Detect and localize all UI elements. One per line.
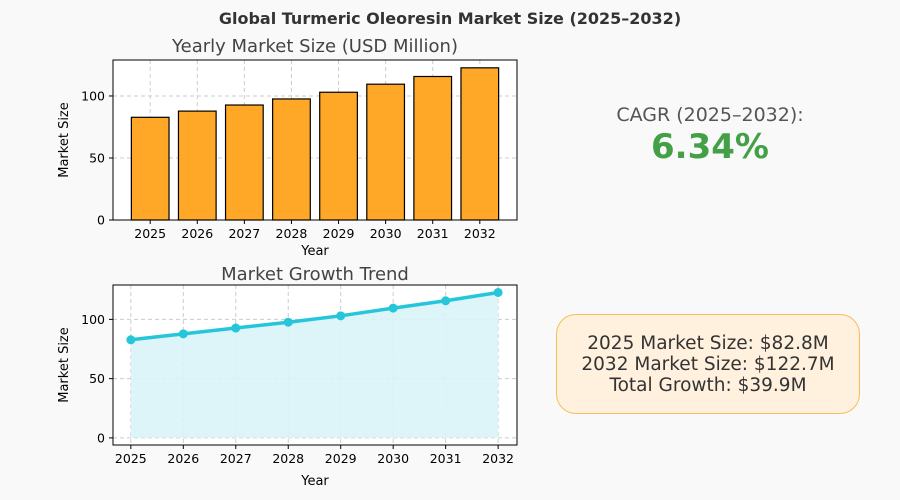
cagr-value: 6.34% [651,127,769,167]
point-2025 [126,335,136,345]
line-chart-xlabel: Year [300,474,329,489]
bar-chart-x-tick-label: 2029 [323,226,355,241]
bar-chart-y-tick-label: 0 [97,213,105,228]
figure-title: Global Turmeric Oleoresin Market Size (2… [219,9,681,28]
summary-growth: Total Growth: $39.9M [609,374,807,396]
bar-chart-y-tick-label: 50 [89,150,105,165]
bar-2025 [130,116,170,221]
bar-chart-xlabel: Year [300,244,329,259]
summary-box: 2025 Market Size: $82.8M 2032 Market Siz… [556,314,860,414]
line-chart-x-tick-label: 2028 [272,451,304,466]
bar-chart-frame [112,59,518,221]
point-2028 [283,317,293,327]
bar-chart-x-tick-label: 2025 [134,226,166,241]
line-chart-y-tick-label: 100 [81,312,105,327]
bar-chart: Yearly Market Size (USD Million) Year Ma… [57,36,518,259]
line-chart-x-tick-label: 2027 [220,451,252,466]
bar-2027 [224,104,264,221]
line-chart-x-tick-label: 2025 [115,451,147,466]
bar-chart-x-tick-label: 2031 [417,226,449,241]
point-2031 [441,296,451,306]
line-chart-x-tick-label: 2029 [325,451,357,466]
bar-chart-x-tick-label: 2028 [276,226,308,241]
bar-chart-plot-area [113,60,517,220]
bar-2028 [272,98,311,221]
bar-chart-x-tick-label: 2030 [370,226,402,241]
line-chart-title: Market Growth Trend [221,264,409,285]
line-chart-x-tick-label: 2026 [167,451,199,466]
bar-2030 [366,83,406,221]
summary-2032: 2032 Market Size: $122.7M [581,353,835,375]
line-chart-frame [112,284,518,446]
bar-2032 [460,67,500,221]
growth-area-fill [130,292,499,438]
bar-chart-y-tick-label: 100 [81,88,105,103]
point-2029 [336,311,346,321]
point-2030 [388,303,398,313]
line-chart-ylabel: Market Size [57,327,72,403]
line-chart-x-tick-label: 2031 [430,451,462,466]
bar-chart-x-tick-label: 2032 [464,226,496,241]
bar-2026 [177,110,217,221]
point-2032 [493,287,503,297]
bar-2031 [413,75,453,221]
cagr-label: CAGR (2025–2032): [616,104,804,126]
growth-line [130,290,499,342]
point-2027 [231,323,241,333]
bar-chart-x-tick-label: 2027 [228,226,260,241]
line-chart-x-tick-label: 2030 [377,451,409,466]
line-chart-x-tick-label: 2032 [482,451,514,466]
summary-2025: 2025 Market Size: $82.8M [587,332,829,354]
line-chart-y-tick-label: 0 [97,430,105,445]
line-chart-y-tick-label: 50 [89,371,105,386]
bar-chart-title: Yearly Market Size (USD Million) [171,36,458,57]
point-2026 [178,329,188,339]
line-chart: Market Growth Trend Year Market Size 202… [57,264,518,489]
bar-2029 [319,91,358,221]
bar-chart-ylabel: Market Size [57,102,72,178]
bar-chart-x-tick-label: 2026 [181,226,213,241]
